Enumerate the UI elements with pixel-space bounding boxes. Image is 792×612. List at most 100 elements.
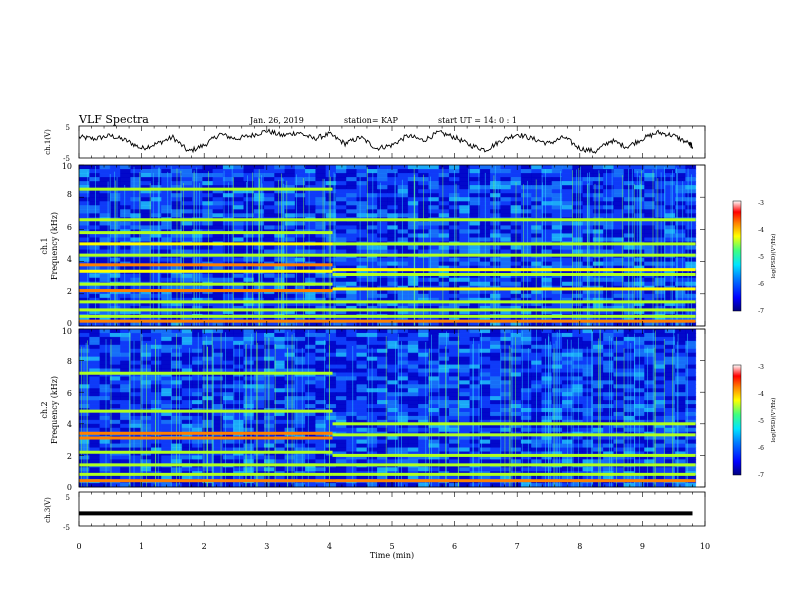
spectrogram-cell [562,177,573,182]
spectrogram-cell [592,269,604,275]
spectrogram-cell [603,209,614,214]
spectrogram-cell [315,392,327,397]
spectrogram-cell [202,193,214,198]
spectrogram-cell [212,233,224,238]
spectrogram-cell [387,356,399,362]
spectrogram-cell [366,221,378,226]
spectrogram-cell [685,451,697,456]
spectrogram-cell [459,225,471,230]
spectrogram-cell [140,455,152,460]
spectrogram-cell [592,257,604,263]
spectrogram-cell [325,329,337,334]
spectrogram-cell [79,459,90,464]
spectrogram-cell [685,173,697,178]
spectrogram-cell [346,185,357,190]
spectrogram-cell [397,329,409,334]
spectrogram-cell [284,221,296,226]
spectrogram-cell [654,201,666,206]
spectrogram-cell [572,257,584,263]
spectrogram-cell [469,348,481,354]
spectrogram-cell [592,221,604,226]
spectrogram-cell [469,245,481,251]
spectrogram-cell [613,213,625,218]
spectrogram-cell [438,392,450,397]
spectrogram-cell [109,439,121,445]
spectrogram-cell [675,332,686,338]
spectrogram-cell [315,439,327,445]
spectrogram-cell [387,332,399,338]
spectrogram-cell [346,293,357,299]
spectrogram-cell [263,329,275,334]
spectrogram-cell [613,356,625,362]
spectrogram-cell [551,237,563,242]
spectrogram-cell [243,293,255,299]
spectrogram-cell [315,340,327,346]
spectrogram-cell [459,340,471,346]
spectrogram-cell [305,364,316,369]
spectrogram-cell [500,360,512,366]
spectrogram-cell [541,213,553,218]
spectrogram-cell [109,273,121,279]
spectrogram-cell [562,225,573,230]
spectrogram-cell [685,392,697,397]
spectrogram-cell [243,205,255,210]
spectrogram-cell [99,404,111,409]
spectrogram-cell [233,376,244,381]
spectrogram-cell [140,273,152,279]
spectrogram-cell [428,305,440,311]
spectrogram-cell [377,415,388,421]
spectrogram-cell [664,467,676,472]
spectrogram-cell [572,321,584,327]
spectrogram-cell [130,285,142,291]
spectrogram-cell [479,415,491,421]
spectrogram-cell [346,245,357,251]
spectrogram-cell [79,321,90,327]
spectrogram-cell [418,404,429,409]
spectrogram-cell [654,415,666,421]
spectrogram-cell [89,352,101,358]
spectrogram-cell [243,321,255,327]
spectrogram-cell [366,213,378,218]
spectrogram-cell [407,309,419,315]
spectrogram-cell [233,380,244,385]
spectrogram-cell [356,348,368,354]
spectrogram-cell [181,305,193,311]
spectrogram-cell [377,233,388,238]
spectrogram-cell [500,305,512,311]
spectrogram-cell [448,384,460,389]
spectrogram-cell [335,293,347,299]
spectrogram-cell [294,467,306,472]
spectrogram-cell [335,169,347,174]
spectrogram-cell [233,293,244,299]
spectrogram-cell [633,169,645,174]
spectrogram-cell [551,257,563,263]
spectrogram-cell [582,169,594,174]
spectrogram-cell [325,459,337,464]
spectrogram-cell [562,309,573,315]
spectrogram-cell [233,336,244,342]
spectrogram-cell [613,368,625,373]
spectrogram-cell [377,404,388,409]
spectrogram-cell [325,332,337,338]
spectrogram-cell [356,400,368,405]
spectrogram-cell [469,332,481,338]
spectrogram-cell [469,396,481,401]
spectrogram-cell [469,384,481,389]
spectrogram-cell [459,169,471,174]
spectrogram-cell [212,221,224,226]
spectrogram-cell [181,356,193,362]
spectrogram-cell [335,392,347,397]
spectrogram-cell [192,169,203,174]
spectrogram-cell [325,348,337,354]
spectrogram-cell [315,237,327,242]
spectrogram-cell [315,336,327,342]
spectrogram-cell [192,348,203,354]
spectrogram-cell [387,233,399,238]
spectrogram-cell [510,344,522,350]
spectrogram-cell [592,332,604,338]
spectrogram-cell [613,265,625,271]
spectrogram-cell [603,435,614,441]
spectrogram-cell [274,400,286,405]
spectrogram-cell [263,165,275,170]
spectrogram-cell [120,273,131,279]
